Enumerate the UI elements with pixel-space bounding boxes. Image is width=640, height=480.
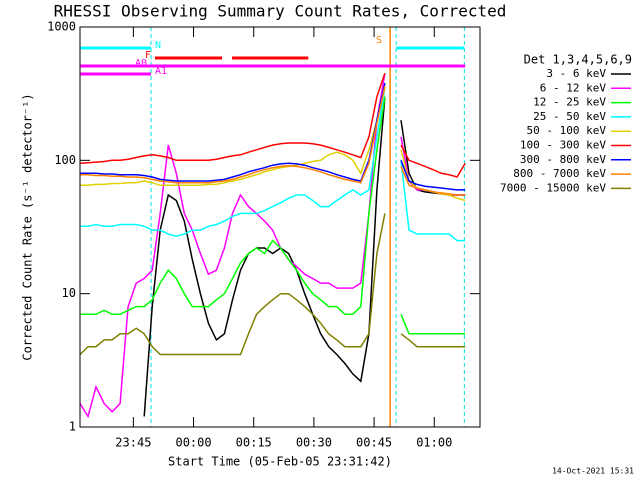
x-tick-label: 00:00 <box>175 436 211 450</box>
x-tick-label: 23:45 <box>115 436 151 450</box>
legend-label: 7000 - 15000 keV <box>500 181 606 194</box>
legend-label: 800 - 7000 keV <box>513 167 606 180</box>
chart-title: RHESSI Observing Summary Count Rates, Co… <box>54 2 507 21</box>
flag-label: A1 <box>155 66 167 77</box>
x-tick-label: 00:45 <box>356 436 392 450</box>
flag-label: A0 <box>135 58 147 69</box>
series-line <box>80 96 466 335</box>
y-axis-label: Corrected Count Rate (s⁻¹ detector⁻¹) <box>21 93 35 360</box>
flag-label: S <box>376 35 382 46</box>
x-axis-label: Start Time (05-Feb-05 23:31:42) <box>168 455 392 469</box>
legend-label: 6 - 12 keV <box>540 81 607 94</box>
x-tick-label: 01:00 <box>416 436 452 450</box>
legend-label: 12 - 25 keV <box>533 96 606 109</box>
plot-area <box>80 27 466 427</box>
x-tick-label: 00:30 <box>296 436 332 450</box>
series-line <box>80 72 466 178</box>
legend-label: 3 - 6 keV <box>546 67 606 80</box>
series-line <box>80 87 466 242</box>
series-line <box>80 82 466 191</box>
y-tick-label: 10 <box>62 286 76 300</box>
x-tick-label: 00:15 <box>236 436 272 450</box>
legend-label: 300 - 800 keV <box>520 153 606 166</box>
series-line <box>80 213 466 356</box>
y-tick-label: 1 <box>69 420 76 434</box>
legend-label: 100 - 300 keV <box>520 139 606 152</box>
y-tick-label: 100 <box>54 153 76 167</box>
series-line <box>80 86 466 196</box>
flag-label: N <box>155 40 161 51</box>
y-tick-label: 1000 <box>47 20 76 34</box>
footer: 14-Oct-2021 15:31 <box>552 467 634 476</box>
legend-label: 25 - 50 keV <box>533 110 606 123</box>
plot-frame <box>79 26 481 428</box>
flag-label: F <box>145 50 151 61</box>
legend-title: Det 1,3,4,5,6,9 <box>524 53 632 67</box>
legend-label: 50 - 100 keV <box>527 124 607 137</box>
